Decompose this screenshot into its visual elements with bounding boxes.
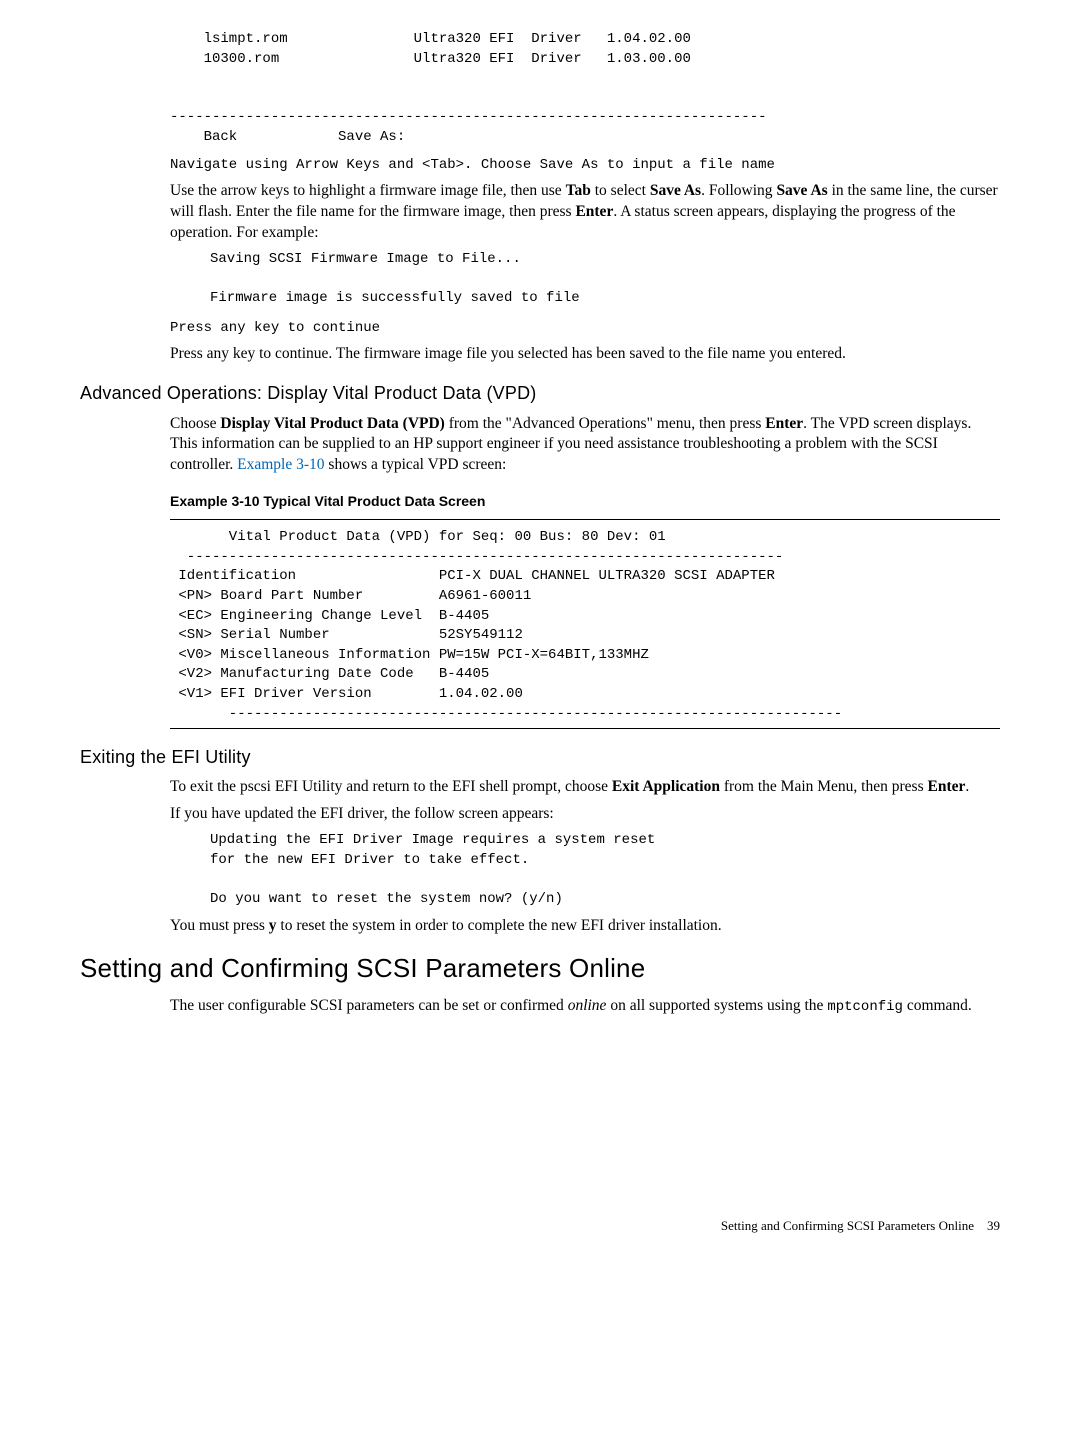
saveas-bold-2: Save As — [776, 182, 827, 199]
footer-title: Setting and Confirming SCSI Parameters O… — [721, 1218, 974, 1233]
text: to select — [591, 182, 650, 199]
code-reset: Updating the EFI Driver Image requires a… — [80, 831, 1000, 909]
tab-bold: Tab — [566, 182, 591, 199]
cmd-mono: mptconfig — [827, 999, 903, 1015]
text: The user configurable SCSI parameters ca… — [170, 997, 568, 1014]
para-exit-2: If you have updated the EFI driver, the … — [80, 804, 1000, 825]
text: You must press — [170, 917, 269, 934]
enter-bold: Enter — [765, 415, 803, 432]
text: command. — [903, 997, 972, 1014]
para-vpd: Choose Display Vital Product Data (VPD) … — [80, 414, 1000, 477]
text: To exit the pscsi EFI Utility and return… — [170, 778, 612, 795]
para-press-continue: Press any key to continue. The firmware … — [80, 344, 1000, 365]
text: . — [965, 778, 969, 795]
code-driver-list: lsimpt.rom Ultra320 EFI Driver 1.04.02.0… — [80, 30, 1000, 148]
heading-exit: Exiting the EFI Utility — [80, 745, 1000, 769]
text: from the Main Menu, then press — [720, 778, 928, 795]
heading-setting: Setting and Confirming SCSI Parameters O… — [80, 951, 1000, 986]
vpd-bold: Display Vital Product Data (VPD) — [220, 415, 444, 432]
para-exit-3: You must press y to reset the system in … — [80, 916, 1000, 937]
online-italic: online — [568, 997, 607, 1014]
text: Choose — [170, 415, 220, 432]
text: Use the arrow keys to highlight a firmwa… — [170, 182, 566, 199]
example-box: Vital Product Data (VPD) for Seq: 00 Bus… — [170, 519, 1000, 729]
text: shows a typical VPD screen: — [325, 456, 507, 473]
saveas-bold: Save As — [650, 182, 701, 199]
text: . Following — [701, 182, 776, 199]
para-setting: The user configurable SCSI parameters ca… — [80, 996, 1000, 1017]
example-link[interactable]: Example 3-10 — [237, 456, 324, 473]
exit-app-bold: Exit Application — [612, 778, 720, 795]
text: to reset the system in order to complete… — [277, 917, 722, 934]
code-press-key: Press any key to continue — [80, 319, 1000, 339]
code-saving: Saving SCSI Firmware Image to File... Fi… — [80, 250, 1000, 309]
para-exit-1: To exit the pscsi EFI Utility and return… — [80, 777, 1000, 798]
navigate-line: Navigate using Arrow Keys and <Tab>. Cho… — [80, 156, 1000, 176]
enter-bold: Enter — [927, 778, 965, 795]
example-caption: Example 3-10 Typical Vital Product Data … — [80, 492, 1000, 511]
page-number: 39 — [987, 1218, 1000, 1233]
para-saveas: Use the arrow keys to highlight a firmwa… — [80, 181, 1000, 244]
heading-vpd: Advanced Operations: Display Vital Produ… — [80, 381, 1000, 405]
enter-bold: Enter — [575, 203, 613, 220]
page-footer: Setting and Confirming SCSI Parameters O… — [80, 1217, 1000, 1235]
text: from the "Advanced Operations" menu, the… — [445, 415, 765, 432]
y-bold: y — [269, 917, 277, 934]
text: on all supported systems using the — [606, 997, 827, 1014]
code-vpd-screen: Vital Product Data (VPD) for Seq: 00 Bus… — [170, 528, 1000, 724]
